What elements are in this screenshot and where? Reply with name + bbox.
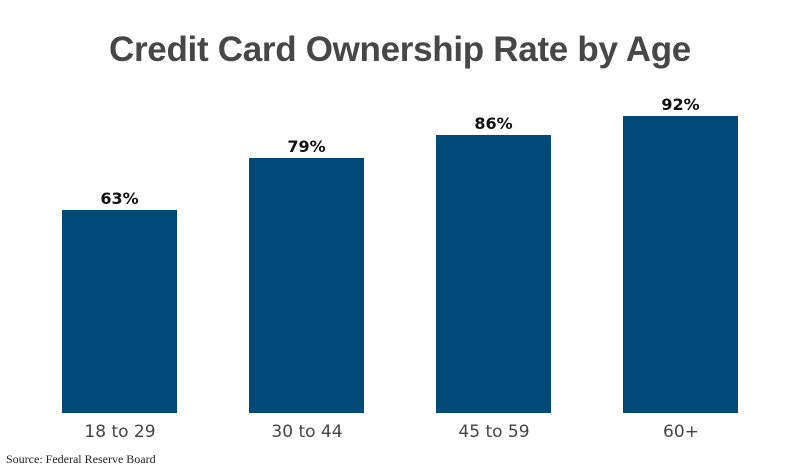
source-note: Source: Federal Reserve Board — [6, 452, 156, 466]
category-label: 18 to 29 — [84, 422, 156, 442]
value-label: 63% — [100, 189, 139, 208]
bar-18-to-29 — [62, 210, 177, 413]
chart-title: Credit Card Ownership Rate by Age — [109, 30, 691, 69]
category-label: 60+ — [663, 422, 699, 442]
bar-30-to-44 — [249, 158, 364, 413]
bar-60-plus — [623, 116, 738, 413]
value-label: 86% — [474, 114, 513, 133]
category-label: 45 to 59 — [458, 422, 530, 442]
bar-45-to-59 — [436, 135, 551, 413]
value-label: 79% — [287, 137, 326, 156]
value-label: 92% — [661, 95, 700, 114]
category-label: 30 to 44 — [271, 422, 343, 442]
